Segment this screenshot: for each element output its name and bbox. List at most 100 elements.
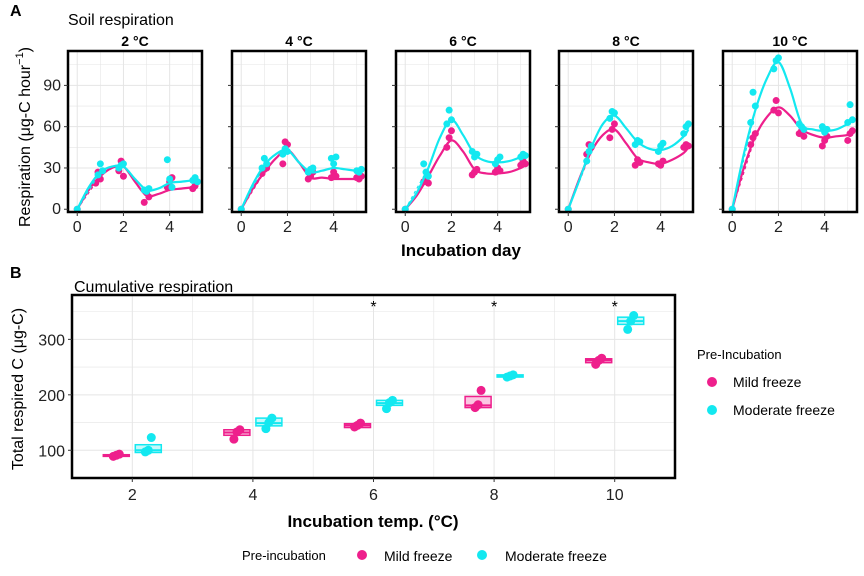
facet-4-point-1-1 (747, 119, 755, 127)
facet-2-point-1-12 (496, 153, 504, 161)
panel-b-moderate-freeze-2-point-1 (143, 445, 153, 455)
facet-1-xtick-label: 0 (237, 219, 246, 236)
panel-b-xtick-label-2: 2 (128, 487, 137, 504)
facet-1-dash-1 (240, 164, 265, 210)
facet-3-point-1-10 (654, 147, 662, 155)
facet-4-point-0-15 (848, 127, 856, 135)
panel-b-mild-freeze-8-point-1 (473, 400, 483, 410)
facet-4-xtick-label: 2 (774, 219, 783, 236)
facet-0-xtick-label: 0 (73, 219, 82, 236)
legend-right-key-moderate (707, 405, 717, 415)
facet-1-point-1-9 (309, 164, 317, 172)
panel-b-ytick-label-300: 300 (38, 332, 65, 349)
facet-1-xtick-label: 4 (329, 219, 338, 236)
panel-b-significance-6: * (370, 299, 376, 316)
facet-0-point-1-6 (119, 160, 127, 168)
facet-2-point-0-4 (443, 143, 451, 151)
facet-2-xtick-label: 4 (493, 219, 502, 236)
facet-2-point-1-15 (521, 152, 529, 160)
facet-0-point-1-3 (99, 167, 107, 175)
panel-b-y-label: Total respired C (μg-C) (10, 308, 27, 470)
facet-2-curve-mild-freeze (404, 139, 526, 210)
facet-4-dash-0 (731, 136, 756, 210)
facet-1-point-1-3 (263, 160, 271, 168)
panel-b-significance-8: * (491, 299, 497, 316)
panel-b-moderate-freeze-4-point-2 (267, 413, 277, 423)
legend-right-title: Pre-Incubation (697, 347, 782, 362)
panel-a-x-label: Incubation day (401, 241, 522, 260)
facet-0-point-1-11 (166, 175, 174, 183)
facet-0-ytick-label: 30 (43, 160, 61, 177)
facet-0-point-0-9 (145, 193, 153, 201)
facet-2-point-0-12 (496, 167, 504, 175)
facet-1-point-1-15 (357, 165, 365, 173)
facet-0-point-1-1 (94, 171, 102, 179)
facet-3-curve-mild-freeze (567, 128, 690, 210)
facet-3-point-0-5 (608, 125, 616, 133)
facet-title-1: 4 °C (285, 33, 312, 49)
facet-4-point-1-3 (751, 102, 759, 110)
facet-3-xtick-label: 2 (610, 219, 619, 236)
facet-4-point-1-4 (770, 65, 778, 73)
facet-2-point-1-1 (420, 160, 428, 168)
facet-3-point-0-6 (610, 120, 618, 128)
facet-4-point-0-13 (844, 136, 852, 144)
facet-3-point-1-1 (583, 157, 591, 165)
panel-a-y-label-mu: μ (17, 127, 34, 136)
facet-3-point-1-13 (680, 130, 688, 138)
facet-2-xtick-label: 0 (401, 219, 410, 236)
facet-2-point-1-6 (447, 116, 455, 124)
facet-2-point-1-5 (445, 106, 453, 114)
legend-bottom-label-moderate: Moderate freeze (505, 548, 607, 564)
facet-1-point-1-6 (283, 147, 291, 155)
legend-bottom-key-mild (357, 550, 367, 560)
panel-b-mild-freeze-4-point-2 (235, 425, 245, 435)
facet-4-dash-1 (731, 110, 756, 210)
legend-right-label-moderate: Moderate freeze (733, 402, 835, 418)
facet-3-point-1-6 (610, 109, 618, 117)
facet-4-point-1-14 (846, 101, 854, 109)
facet-0-frame (66, 49, 204, 214)
panel-a-y-label: Respiration (μg-C hour−1) (14, 47, 34, 227)
facet-0-ytick-label: 60 (43, 119, 61, 136)
facet-3-point-0-15 (684, 142, 692, 150)
panel-b-plot: * * * 2 4 6 8 10 100 200 300 (38, 293, 677, 504)
panel-b-mild-freeze-2-point-2 (114, 449, 124, 459)
panel-a-subtitle: Soil respiration (68, 12, 174, 29)
panel-a-y-label-close: ) (17, 47, 34, 52)
facet-3-point-1-15 (684, 120, 692, 128)
facet-1-point-1-1 (258, 164, 266, 172)
facet-3-point-0-12 (659, 157, 667, 165)
facet-title-3: 8 °C (612, 33, 639, 49)
facet-3-point-1-3 (587, 142, 595, 150)
facet-0-point-1-9 (145, 185, 153, 193)
facet-0-dash-1 (76, 171, 101, 210)
facet-4-point-1-9 (800, 125, 808, 133)
panel-b-ytick-label-100: 100 (38, 443, 65, 460)
facet-3-frame (557, 49, 695, 214)
facet-1-point-1-12 (332, 153, 340, 161)
panel-a-y-label-rest: g-C hour (17, 64, 34, 127)
facet-1-point-1-2 (260, 154, 268, 162)
panel-b-x-label: Incubation temp. (°C) (287, 512, 458, 531)
facet-2-point-0-9 (473, 165, 481, 173)
panel-b-ytick-label-200: 200 (38, 388, 65, 405)
panel-b-moderate-freeze-10-point-2 (629, 311, 639, 321)
facet-1-xtick-label: 2 (283, 219, 292, 236)
facet-0-xtick-label: 2 (119, 219, 128, 236)
facet-2: 6 °C 0 2 4 (392, 33, 532, 236)
legend-right-key-mild (707, 377, 717, 387)
facet-2-dash-1 (404, 167, 429, 210)
facet-4: 10 °C 0 2 4 (719, 33, 859, 236)
facet-4-point-0-1 (747, 141, 755, 149)
facet-1-curve-mild-freeze (240, 148, 362, 210)
facet-title-4: 10 °C (772, 33, 807, 49)
facet-0: 2 °C 0 2 4 0 30 60 90 (43, 33, 204, 236)
facet-4-point-0-5 (772, 97, 780, 105)
facet-4-point-1-6 (774, 54, 782, 62)
facet-3: 8 °C 0 2 4 (555, 33, 695, 236)
panel-a-letter: A (10, 3, 22, 20)
facet-4-point-1-12 (823, 125, 831, 133)
facet-1-frame (230, 49, 368, 214)
